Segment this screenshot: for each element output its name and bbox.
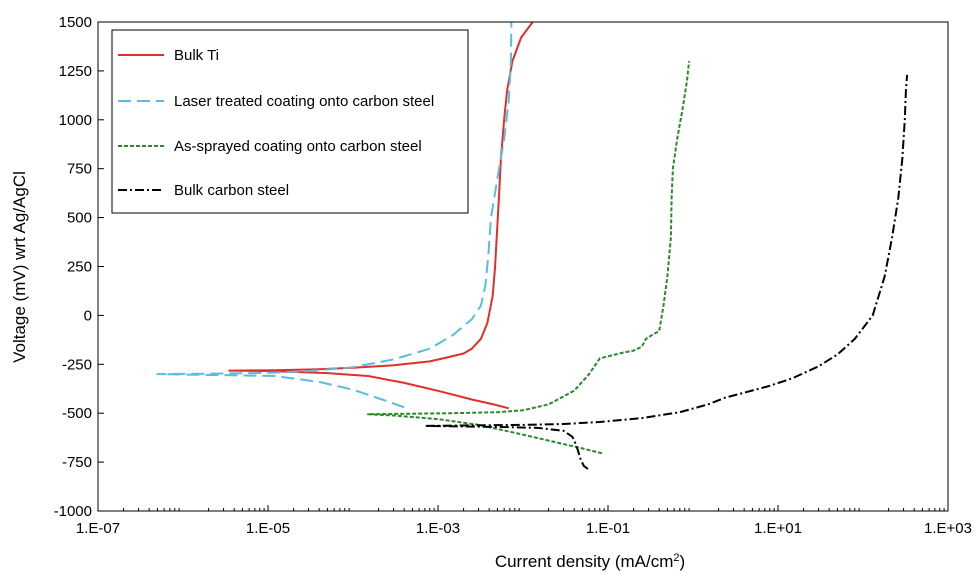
x-axis-title-main: Current density (mA/cm (495, 552, 674, 571)
y-tick-label: -500 (62, 405, 92, 422)
x-tick-label: 1.E-03 (416, 520, 460, 537)
y-tick-label: 500 (67, 210, 92, 227)
y-tick-label: -1000 (54, 503, 92, 520)
y-tick-label: 0 (84, 307, 92, 324)
x-axis-title-close: ) (680, 552, 686, 571)
legend-label-3: Bulk carbon steel (174, 182, 289, 199)
x-tick-label: 1.E+03 (924, 520, 972, 537)
x-axis-title: Current density (mA/cm2) (495, 552, 685, 571)
legend-box (111, 29, 469, 214)
y-tick-label: -250 (62, 356, 92, 373)
x-tick-label: 1.E-07 (76, 520, 120, 537)
x-tick-label: 1.E-01 (586, 520, 630, 537)
series-line-1 (156, 21, 513, 409)
x-tick-label: 1.E-05 (246, 520, 290, 537)
y-tick-label: 250 (67, 259, 92, 276)
series-line-2 (367, 60, 691, 455)
series-line-3 (423, 74, 909, 470)
legend-label-1: Laser treated coating onto carbon steel (174, 93, 434, 110)
y-tick-label: 1500 (59, 14, 92, 31)
y-tick-label: 750 (67, 161, 92, 178)
y-tick-label: 1000 (59, 112, 92, 129)
y-tick-label: 1250 (59, 63, 92, 80)
legend: Bulk Ti Laser treated coating onto carbon… (111, 29, 469, 214)
ticks-layer: 1.E-07 1.E-05 1.E-03 1.E-01 1.E+01 1.E+03 1500… (54, 14, 972, 537)
legend-label-0: Bulk Ti (174, 47, 219, 64)
y-tick-label: -750 (62, 454, 92, 471)
y-axis-title: Voltage (mV) wrt Ag/AgCl (10, 171, 29, 363)
series-layer (156, 21, 909, 470)
x-tick-label: 1.E+01 (754, 520, 802, 537)
legend-label-2: As-sprayed coating onto carbon steel (174, 138, 422, 155)
series-line-0 (228, 21, 534, 410)
x-axis-title-sup: 2 (673, 552, 679, 564)
